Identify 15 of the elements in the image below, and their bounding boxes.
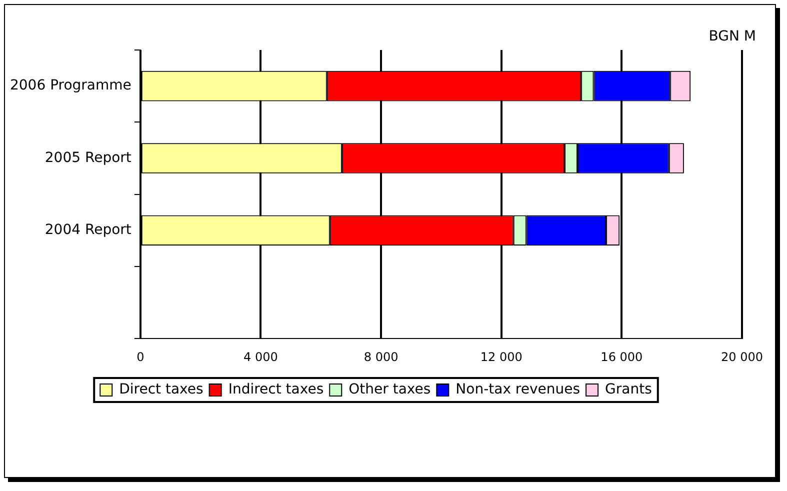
text: BGN M: [708, 28, 756, 45]
legend-label: Grants: [605, 382, 652, 398]
x-tick-label: 8 000: [364, 350, 398, 364]
x-tick-label: 20 000: [721, 350, 764, 364]
y-tick-label: 2004 Report: [44, 222, 132, 238]
legend-label: Other taxes: [348, 382, 431, 398]
legend-label: Indirect taxes: [228, 382, 324, 398]
legend-label: Direct taxes: [119, 382, 204, 398]
y-tick-label: 2005 Report: [44, 150, 132, 166]
y-tick-label: 2006 Programme: [10, 78, 132, 94]
legend-label: Non-tax revenues: [456, 382, 580, 398]
x-tick-label: 0: [136, 350, 144, 364]
x-tick-label: 4 000: [244, 350, 278, 364]
x-tick-label: 12 000: [480, 350, 522, 364]
x-tick-label: 16 000: [600, 350, 643, 364]
